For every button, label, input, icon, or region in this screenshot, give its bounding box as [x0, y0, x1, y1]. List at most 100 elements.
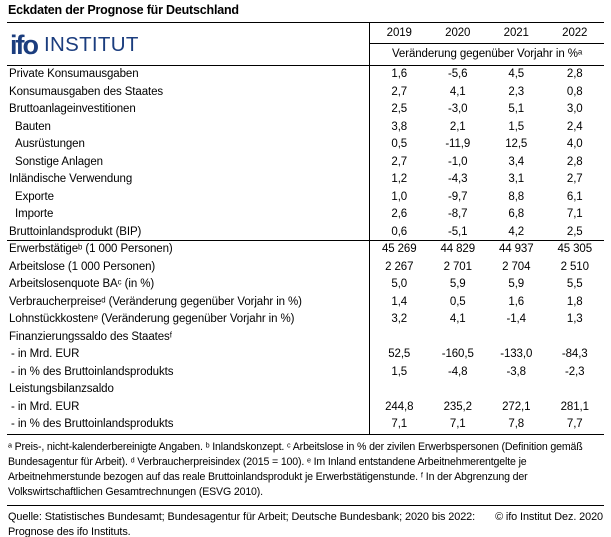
year-header-row: 2019 2020 2021 2022 [370, 23, 604, 44]
row-label: Bruttoinlandsprodukt (BIP) [7, 223, 370, 241]
row-label: Arbeitslosenquote BAᶜ (in %) [7, 276, 370, 294]
cell-value: -84,3 [561, 348, 588, 360]
cell-value: -3,8 [506, 365, 527, 378]
row-label: Arbeitslose (1 000 Personen) [7, 258, 370, 276]
cell-value: 2,8 [566, 68, 583, 80]
row-label: Erwerbstätigeᵇ (1 000 Personen) [7, 241, 370, 259]
row-label: Leistungsbilanzsaldo [7, 381, 370, 399]
cell-value: 44 829 [440, 243, 476, 255]
table-row: - in % des Bruttoinlandsprodukts 7,1 7,1… [7, 416, 604, 434]
row-label: Private Konsumausgaben [7, 66, 370, 84]
cell-value: 1,8 [566, 295, 583, 308]
cell-value: 1,5 [391, 365, 408, 378]
cell-value: 2,6 [391, 208, 408, 220]
year-header: 2021 [503, 27, 529, 39]
table-row: Bauten 3,8 2,1 1,5 2,4 [7, 118, 604, 136]
cell-value [546, 329, 605, 347]
cell-value: 7,1 [449, 418, 466, 430]
cell-value: 1,3 [566, 313, 583, 325]
cell-value: 281,1 [560, 400, 589, 413]
cell-value: 2 510 [560, 260, 589, 273]
row-label: Verbraucherpreiseᵈ (Veränderung gegenübe… [7, 293, 370, 311]
ifo-logo: ifo INSTITUT [7, 23, 370, 65]
cell-value: -9,7 [448, 190, 468, 203]
table-row: Arbeitslosenquote BAᶜ (in %) 5,0 5,9 5,9… [7, 276, 604, 294]
cell-value: -5,1 [448, 225, 468, 238]
cell-value [370, 329, 429, 347]
cell-value: 2 701 [443, 260, 472, 273]
cell-value: 244,8 [385, 400, 414, 413]
source-note: Quelle: Statistisches Bundesamt; Bundesa… [8, 510, 476, 537]
year-header: 2020 [445, 27, 471, 39]
table-row: Importe 2,6 -8,7 6,8 7,1 [7, 206, 604, 224]
row-label: - in % des Bruttoinlandsprodukts [7, 363, 370, 381]
table-row: Private Konsumausgaben 1,6 -5,6 4,5 2,8 [7, 66, 604, 84]
forecast-table: ifo INSTITUT 2019 2020 2021 2022 Verände… [7, 22, 604, 435]
table-row: - in % des Bruttoinlandsprodukts 1,5 -4,… [7, 363, 604, 381]
cell-value: 4,1 [449, 85, 466, 98]
cell-value: 45 269 [381, 243, 417, 255]
cell-value: 2,4 [566, 120, 583, 133]
table-row: Erwerbstätigeᵇ (1 000 Personen) 45 269 4… [7, 241, 604, 259]
cell-value: -1,4 [506, 313, 527, 325]
cell-value: 0,6 [391, 225, 408, 238]
cell-value: 1,0 [391, 190, 408, 203]
year-header: 2019 [386, 27, 412, 39]
cell-value: 2,5 [566, 225, 583, 238]
cell-value: 6,1 [566, 190, 583, 203]
table-row: Arbeitslose (1 000 Personen) 2 267 2 701… [7, 258, 604, 276]
cell-value [546, 381, 605, 399]
cell-value: 2,7 [391, 85, 408, 98]
ifo-logo-name: INSTITUT [44, 33, 139, 56]
cell-value: 1,5 [508, 120, 525, 133]
cell-value: -1,0 [448, 155, 468, 168]
cell-value: 8,8 [508, 190, 525, 203]
cell-value: 44 937 [498, 243, 534, 255]
cell-value: -3,0 [448, 103, 468, 115]
cell-value: 45 305 [557, 243, 593, 255]
cell-value: 272,1 [502, 400, 531, 413]
table-row: Leistungsbilanzsaldo [7, 381, 604, 399]
row-label: - in Mrd. EUR [7, 346, 370, 364]
cell-value: 3,2 [391, 313, 408, 325]
header-year-area: 2019 2020 2021 2022 Veränderung gegenübe… [370, 23, 604, 65]
row-label: Importe [7, 206, 370, 224]
table-row: Exporte 1,0 -9,7 8,8 6,1 [7, 188, 604, 206]
row-label: - in % des Bruttoinlandsprodukts [7, 416, 370, 434]
table-row: Verbraucherpreiseᵈ (Veränderung gegenübe… [7, 293, 604, 311]
ifo-logo-mark: ifo [10, 30, 39, 60]
cell-value: 2 267 [385, 260, 414, 273]
cell-value: 5,9 [449, 278, 466, 290]
cell-value: 7,1 [391, 418, 408, 430]
cell-value [429, 329, 488, 347]
cell-value [429, 381, 488, 399]
cell-value: -160,5 [441, 348, 474, 360]
cell-value: 3,0 [566, 103, 583, 115]
cell-value: 6,8 [508, 208, 525, 220]
cell-value: 4,2 [508, 225, 525, 238]
cell-value: 2,7 [391, 155, 408, 168]
cell-value: 2,1 [449, 120, 466, 133]
cell-value: -4,8 [448, 365, 468, 378]
cell-value: -11,9 [445, 138, 471, 150]
table-row: - in Mrd. EUR 52,5 -160,5 -133,0 -84,3 [7, 346, 604, 364]
table-header: ifo INSTITUT 2019 2020 2021 2022 Verände… [7, 23, 604, 66]
cell-value: 5,5 [566, 278, 583, 290]
cell-value: 12,5 [505, 138, 528, 150]
row-label: Lohnstückkostenᵉ (Veränderung gegenüber … [7, 311, 370, 329]
cell-value: 235,2 [443, 400, 472, 413]
cell-value: 7,1 [566, 208, 583, 220]
row-label: Bruttoanlageinvestitionen [7, 101, 370, 119]
table-row: Bruttoinlandsprodukt (BIP) 0,6 -5,1 4,2 … [7, 223, 604, 241]
row-label: Konsumausgaben des Staates [7, 83, 370, 101]
cell-value: 0,5 [391, 138, 408, 150]
row-label: Ausrüstungen [7, 136, 370, 154]
cell-value: 2 704 [502, 260, 531, 273]
cell-value: 2,5 [391, 103, 408, 115]
cell-value: -133,0 [500, 348, 533, 360]
cell-value: 4,5 [508, 68, 525, 80]
cell-value: -5,6 [448, 68, 468, 80]
cell-value: -4,3 [448, 173, 468, 185]
row-label: Finanzierungssaldo des Staatesᶠ [7, 328, 370, 346]
